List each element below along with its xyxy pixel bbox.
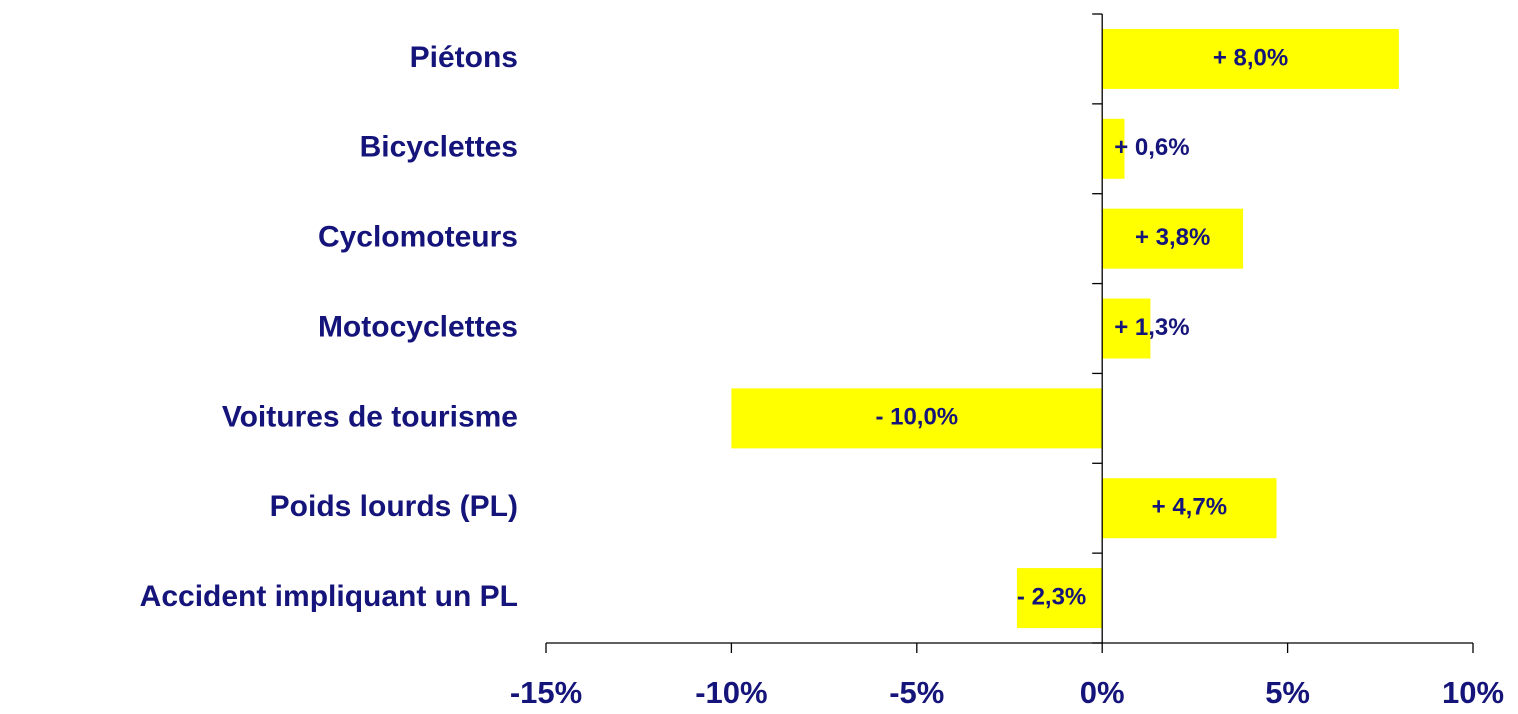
- x-tick-label: 10%: [1442, 675, 1504, 710]
- category-label: Poids lourds (PL): [270, 490, 518, 523]
- value-label: + 3,8%: [1135, 224, 1210, 251]
- x-tick-label: -10%: [695, 675, 767, 710]
- value-label: - 10,0%: [875, 404, 958, 431]
- x-tick-label: 0%: [1080, 675, 1125, 710]
- category-label: Motocyclettes: [318, 310, 518, 343]
- x-tick-label: 5%: [1265, 675, 1310, 710]
- value-label: + 0,6%: [1114, 134, 1189, 161]
- bar: [1016, 568, 1103, 629]
- x-tick-label: -15%: [510, 675, 582, 710]
- value-label: + 4,7%: [1152, 494, 1227, 521]
- category-label: Cyclomoteurs: [318, 221, 518, 254]
- bar: [731, 388, 1103, 449]
- bar: [1102, 118, 1125, 179]
- bar: [1102, 208, 1244, 269]
- category-label: Accident impliquant un PL: [140, 580, 518, 613]
- bar: [1102, 478, 1277, 539]
- category-label: Piétons: [410, 41, 518, 74]
- value-label: - 2,3%: [1017, 583, 1086, 610]
- category-label: Voitures de tourisme: [222, 400, 518, 433]
- bar: [1102, 28, 1399, 89]
- value-label: + 1,3%: [1114, 314, 1189, 341]
- bar: [1102, 298, 1151, 359]
- value-label: + 8,0%: [1213, 44, 1288, 71]
- category-label: Bicyclettes: [360, 131, 518, 164]
- x-tick-label: -5%: [889, 675, 944, 710]
